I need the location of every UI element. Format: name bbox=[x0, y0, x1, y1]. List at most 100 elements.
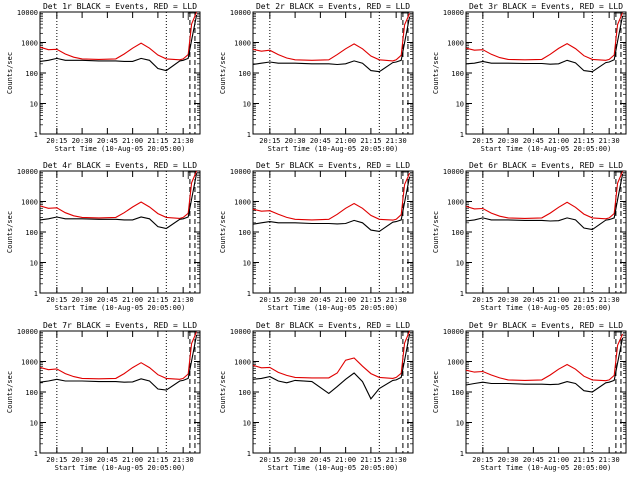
y-tick-label: 100 bbox=[238, 229, 251, 237]
y-tick-label: 1 bbox=[247, 450, 251, 458]
y-tick-label: 100 bbox=[451, 70, 464, 78]
series-lld-line bbox=[465, 12, 624, 61]
x-tick-label: 21:00 bbox=[335, 456, 356, 464]
series-lld-line bbox=[39, 11, 198, 61]
y-tick-label: 10000 bbox=[443, 168, 464, 176]
series-events-line bbox=[252, 176, 411, 232]
x-tick-label: 20:30 bbox=[498, 456, 519, 464]
flag-marker bbox=[187, 171, 197, 179]
x-tick-label: 20:45 bbox=[523, 137, 544, 145]
x-tick-label: 21:30 bbox=[599, 137, 620, 145]
series-lld-line bbox=[39, 170, 198, 219]
y-tick-label: 10 bbox=[243, 260, 251, 268]
x-tick-label: 21:15 bbox=[573, 456, 594, 464]
panel-title: Det 3r BLACK = Events, RED = LLD bbox=[469, 2, 623, 11]
x-tick-label: 21:30 bbox=[386, 456, 407, 464]
x-axis-label: Start Time (10-Aug-05 20:05:00) bbox=[55, 145, 186, 153]
plot-frame bbox=[252, 11, 414, 135]
x-tick-label: 21:15 bbox=[147, 137, 168, 145]
panel-title: Det 5r BLACK = Events, RED = LLD bbox=[256, 161, 410, 170]
panel-4: Det 4r BLACK = Events, RED = LLD 1 10 100 10… bbox=[6, 161, 201, 312]
panel-8: Det 8r BLACK = Events, RED = LLD 1 10 100 10… bbox=[219, 321, 414, 472]
x-axis-label: Start Time (10-Aug-05 20:05:00) bbox=[481, 304, 612, 312]
x-tick-label: 20:15 bbox=[259, 456, 280, 464]
panel-title: Det 6r BLACK = Events, RED = LLD bbox=[469, 161, 623, 170]
series-events-line bbox=[39, 14, 198, 72]
series-lld-line bbox=[252, 172, 411, 221]
series-lld-line bbox=[39, 331, 198, 380]
x-tick-label: 20:45 bbox=[310, 456, 331, 464]
y-tick-label: 10 bbox=[30, 260, 38, 268]
y-tick-label: 1000 bbox=[21, 40, 38, 48]
x-tick-label: 21:00 bbox=[548, 137, 569, 145]
plot-frame bbox=[252, 330, 414, 454]
series-events-line bbox=[252, 16, 411, 73]
plot-frame bbox=[39, 330, 201, 454]
x-tick-label: 20:45 bbox=[523, 456, 544, 464]
x-tick-label: 21:15 bbox=[573, 137, 594, 145]
y-tick-label: 100 bbox=[25, 70, 38, 78]
flag-marker bbox=[613, 331, 623, 339]
plot-frame bbox=[39, 170, 201, 294]
x-tick-label: 21:15 bbox=[147, 296, 168, 304]
x-tick-label: 21:30 bbox=[173, 456, 194, 464]
x-tick-label: 20:30 bbox=[285, 137, 306, 145]
x-tick-label: 20:15 bbox=[46, 456, 67, 464]
y-tick-label: 1 bbox=[460, 450, 464, 458]
x-tick-label: 20:45 bbox=[97, 137, 118, 145]
flag-marker bbox=[187, 12, 197, 20]
panel-title: Det 7r BLACK = Events, RED = LLD bbox=[43, 321, 197, 330]
y-tick-label: 10000 bbox=[17, 328, 38, 336]
x-tick-label: 21:30 bbox=[173, 296, 194, 304]
x-tick-label: 20:30 bbox=[498, 296, 519, 304]
x-axis-label: Start Time (10-Aug-05 20:05:00) bbox=[481, 145, 612, 153]
y-tick-label: 10 bbox=[30, 101, 38, 109]
flag-marker bbox=[187, 331, 197, 339]
flag-marker bbox=[400, 331, 410, 339]
y-axis-label: Counts/sec bbox=[432, 371, 440, 413]
x-tick-label: 21:30 bbox=[599, 296, 620, 304]
y-tick-label: 10 bbox=[243, 101, 251, 109]
y-tick-label: 1 bbox=[460, 131, 464, 139]
x-tick-label: 20:45 bbox=[310, 137, 331, 145]
y-tick-label: 10 bbox=[30, 420, 38, 428]
series-lld-line bbox=[465, 171, 624, 220]
y-tick-label: 1000 bbox=[21, 359, 38, 367]
y-tick-label: 1000 bbox=[234, 199, 251, 207]
x-tick-label: 20:30 bbox=[285, 296, 306, 304]
y-tick-label: 10000 bbox=[443, 9, 464, 17]
series-events-line bbox=[465, 15, 624, 73]
y-axis-label: Counts/sec bbox=[219, 52, 227, 94]
plot-frame bbox=[465, 170, 627, 294]
x-tick-label: 20:15 bbox=[259, 137, 280, 145]
panel-title: Det 8r BLACK = Events, RED = LLD bbox=[256, 321, 410, 330]
x-tick-label: 21:00 bbox=[335, 296, 356, 304]
y-tick-label: 1 bbox=[247, 290, 251, 298]
y-tick-label: 100 bbox=[451, 229, 464, 237]
series-lld-line bbox=[252, 330, 411, 379]
x-tick-label: 21:00 bbox=[122, 296, 143, 304]
x-tick-label: 21:30 bbox=[386, 137, 407, 145]
y-tick-label: 10000 bbox=[443, 328, 464, 336]
y-tick-label: 1 bbox=[34, 131, 38, 139]
x-tick-label: 20:15 bbox=[46, 296, 67, 304]
y-tick-label: 10000 bbox=[17, 168, 38, 176]
y-tick-label: 10 bbox=[456, 101, 464, 109]
x-tick-label: 20:45 bbox=[523, 296, 544, 304]
y-tick-label: 10 bbox=[243, 420, 251, 428]
y-tick-label: 10000 bbox=[230, 168, 251, 176]
y-axis-label: Counts/sec bbox=[219, 211, 227, 253]
x-tick-label: 20:15 bbox=[259, 296, 280, 304]
x-tick-label: 21:00 bbox=[548, 296, 569, 304]
x-tick-label: 20:30 bbox=[498, 137, 519, 145]
x-tick-label: 20:30 bbox=[72, 296, 93, 304]
plot-frame bbox=[465, 330, 627, 454]
x-tick-label: 20:15 bbox=[472, 137, 493, 145]
x-tick-label: 20:45 bbox=[97, 296, 118, 304]
panel-title: Det 1r BLACK = Events, RED = LLD bbox=[43, 2, 197, 11]
y-tick-label: 100 bbox=[238, 389, 251, 397]
panel-5: Det 5r BLACK = Events, RED = LLD 1 10 100 10… bbox=[219, 161, 414, 312]
series-events-line bbox=[465, 173, 624, 231]
series-events-line bbox=[465, 337, 624, 393]
